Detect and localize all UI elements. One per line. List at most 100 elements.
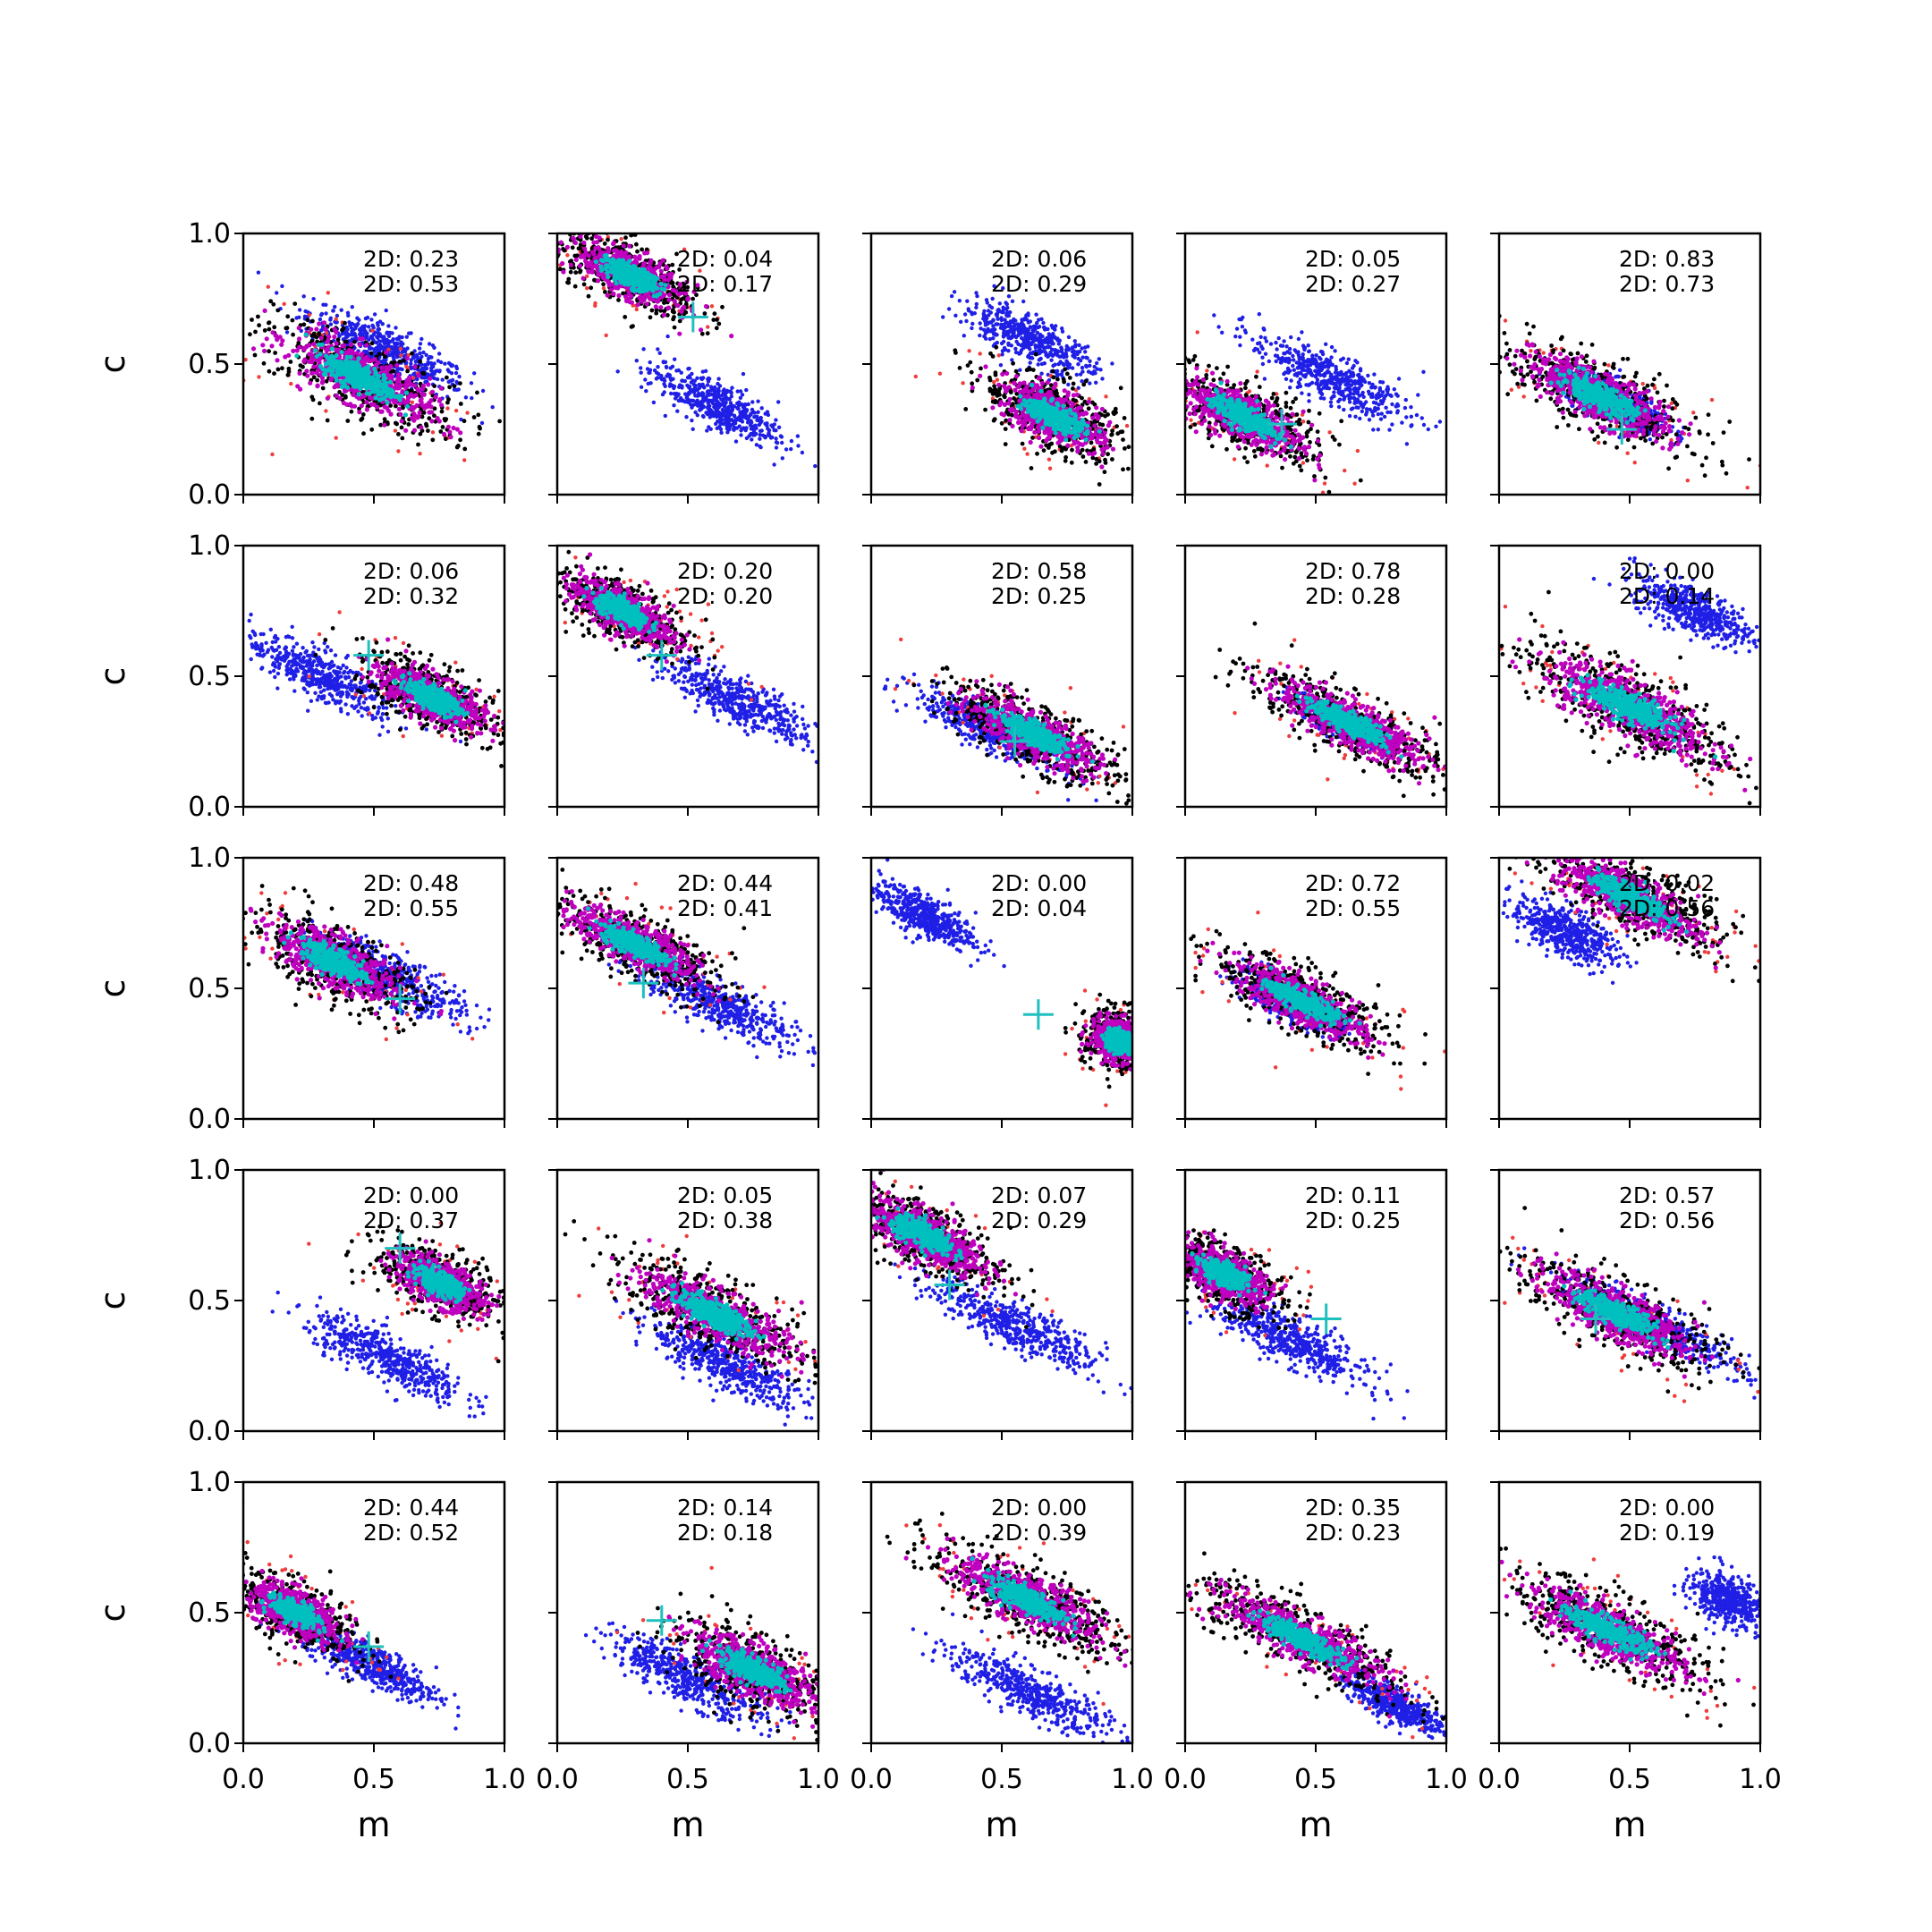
- black-point: [616, 298, 621, 302]
- black-point: [454, 445, 460, 450]
- black-point: [965, 363, 970, 368]
- black-point: [1114, 424, 1119, 428]
- cyan-point: [356, 392, 361, 397]
- blue-point: [663, 413, 667, 419]
- magenta-point: [384, 405, 390, 411]
- blue-point: [1001, 305, 1005, 309]
- blue-point: [423, 362, 428, 368]
- cyan-point: [659, 286, 665, 292]
- black-point: [1063, 454, 1068, 460]
- blue-point: [1084, 363, 1089, 369]
- red-point: [634, 307, 639, 312]
- black-point: [677, 267, 682, 272]
- cyan-point: [627, 280, 632, 285]
- black-point: [252, 352, 258, 358]
- magenta-point: [280, 338, 285, 343]
- magenta-point: [412, 364, 418, 369]
- blue-point: [396, 337, 401, 342]
- blue-point: [1006, 294, 1012, 299]
- red-point: [604, 333, 608, 338]
- black-point: [589, 285, 594, 291]
- magenta-point: [334, 341, 339, 346]
- blue-point: [634, 359, 639, 363]
- blue-point: [754, 431, 758, 436]
- black-point: [1069, 460, 1074, 465]
- blue-point: [1080, 346, 1084, 351]
- magenta-point: [314, 370, 319, 376]
- magenta-point: [309, 326, 314, 332]
- blue-point: [384, 308, 388, 313]
- magenta-point: [660, 258, 665, 263]
- black-point: [979, 366, 983, 371]
- black-point: [1110, 457, 1114, 462]
- blue-point: [658, 376, 663, 380]
- blue-point: [387, 330, 393, 335]
- magenta-point: [560, 260, 565, 267]
- blue-point: [1028, 325, 1033, 329]
- blue-point: [1020, 335, 1024, 341]
- black-point: [292, 301, 298, 306]
- blue-point: [668, 382, 673, 386]
- blue-point: [1013, 346, 1018, 352]
- blue-point: [724, 423, 729, 428]
- cyan-point: [330, 368, 335, 373]
- black-point: [997, 392, 1002, 397]
- blue-point: [983, 318, 987, 323]
- blue-point: [941, 315, 945, 319]
- magenta-point: [270, 330, 275, 335]
- magenta-point: [262, 308, 267, 313]
- black-point: [438, 429, 444, 434]
- black-point: [991, 418, 996, 423]
- blue-point: [360, 326, 365, 332]
- blue-point: [384, 345, 388, 350]
- black-point: [458, 402, 463, 406]
- black-point: [452, 384, 457, 389]
- blue-point: [1045, 345, 1049, 350]
- magenta-point: [593, 245, 598, 250]
- black-point: [285, 372, 291, 377]
- blue-point: [1004, 332, 1009, 337]
- magenta-point: [398, 411, 403, 417]
- blue-point: [758, 436, 762, 441]
- blue-point: [689, 402, 693, 407]
- magenta-point: [682, 304, 687, 309]
- blue-point: [991, 336, 996, 341]
- blue-point: [1004, 301, 1008, 305]
- magenta-point: [427, 400, 432, 405]
- cyan-point: [605, 269, 611, 275]
- magenta-point: [394, 362, 400, 368]
- black-point: [267, 320, 272, 325]
- blue-point: [432, 376, 436, 381]
- black-point: [1082, 399, 1088, 404]
- blue-point: [324, 302, 328, 307]
- black-point: [359, 418, 364, 422]
- black-point: [1090, 455, 1096, 461]
- black-point: [410, 351, 414, 356]
- cyan-point: [372, 366, 377, 372]
- blue-point: [328, 322, 334, 326]
- blue-point: [707, 425, 711, 429]
- magenta-point: [403, 385, 409, 390]
- blue-point: [778, 434, 784, 438]
- cyan-point: [344, 354, 350, 360]
- blue-point: [1037, 347, 1042, 352]
- black-point: [1060, 445, 1065, 451]
- blue-point: [469, 381, 474, 386]
- black-point: [1094, 462, 1098, 466]
- cyan-point: [388, 387, 394, 393]
- blue-point: [669, 377, 674, 382]
- magenta-point: [397, 377, 402, 382]
- black-point: [565, 280, 570, 285]
- magenta-point: [357, 410, 362, 415]
- cyan-point: [378, 396, 384, 402]
- blue-point: [1028, 319, 1033, 324]
- magenta-point: [349, 403, 354, 409]
- blue-point: [1046, 326, 1050, 332]
- red-point: [967, 349, 971, 353]
- red-point: [990, 396, 996, 401]
- blue-point: [989, 327, 995, 333]
- blue-point: [1024, 329, 1030, 334]
- magenta-point: [605, 278, 610, 284]
- blue-point: [1001, 334, 1006, 338]
- cyan-point: [631, 276, 637, 282]
